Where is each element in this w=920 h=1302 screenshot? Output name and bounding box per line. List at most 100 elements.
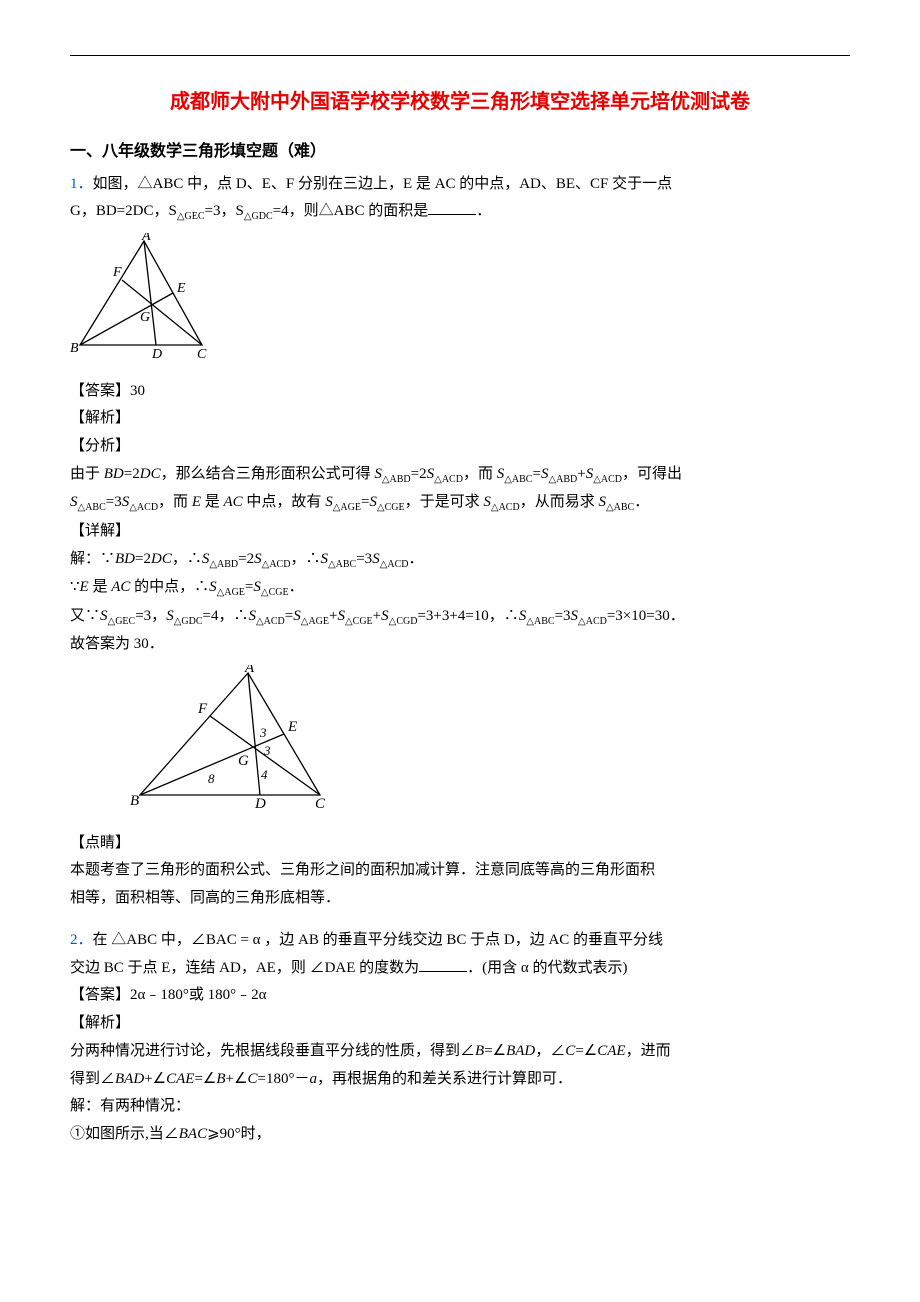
dianjing-label: 【点睛】: [70, 830, 850, 858]
t: =2: [124, 466, 140, 482]
t: S: [100, 608, 108, 624]
t: S: [374, 466, 382, 482]
t: 是: [201, 494, 224, 510]
top-rule: [70, 55, 850, 56]
t: S: [166, 608, 174, 624]
t: BAC: [179, 1126, 207, 1142]
q2-number: 2．: [70, 932, 93, 948]
t: S: [325, 494, 333, 510]
q1-stem-line2: G，BD=2DC，S△GEC=3，S△GDC=4，则△ABC 的面积是．: [70, 198, 850, 227]
sub: △ACD: [129, 502, 158, 513]
t: +∠: [144, 1071, 166, 1087]
t: ，可得出: [622, 466, 682, 482]
t: a: [309, 1071, 317, 1087]
q2-jx-line3: 解：有两种情况：: [70, 1093, 850, 1121]
t: =2: [411, 466, 427, 482]
t: S: [369, 494, 377, 510]
figure-1: A B C D E F G: [70, 233, 850, 374]
t: ．: [289, 579, 304, 595]
t: 是: [89, 579, 112, 595]
q1-text2c: =4，则△ABC 的面积是: [273, 203, 429, 219]
t: =4，∴: [203, 608, 249, 624]
xiangjie-label: 【详解】: [70, 518, 850, 546]
t: B: [475, 1043, 484, 1059]
t: CAE: [597, 1043, 625, 1059]
sub: △ACD: [593, 474, 622, 485]
t: S: [248, 608, 256, 624]
t: S: [254, 551, 262, 567]
sub: △ACD: [262, 559, 291, 570]
area-3a: 3: [259, 725, 267, 740]
sub: △CGD: [389, 616, 418, 627]
t: ，那么结合三角形面积公式可得: [161, 466, 375, 482]
q1-text: 如图，△ABC 中，点 D、E、F 分别在三边上，E 是 AC 的中点，AD、B…: [93, 176, 673, 192]
t: S: [381, 608, 389, 624]
t: BD: [104, 466, 124, 482]
blank: [428, 201, 476, 216]
t: S: [571, 608, 579, 624]
t: BD: [115, 551, 135, 567]
t: +: [373, 608, 381, 624]
sub: △ABD: [382, 474, 411, 485]
xj-line2: ∵E 是 AC 的中点，∴S△AGE=S△CGE．: [70, 574, 850, 603]
sub: △ABC: [526, 616, 554, 627]
t: S: [293, 608, 301, 624]
sub: △ACD: [434, 474, 463, 485]
label-F: F: [197, 701, 208, 717]
sub: △CGE: [261, 587, 289, 598]
q2-jx-line1: 分两种情况进行讨论，先根据线段垂直平分线的性质，得到∠B=∠BAD，∠C=∠CA…: [70, 1038, 850, 1066]
area-8: 8: [208, 771, 215, 786]
q2-stem-line2: 交边 BC 于点 E，连结 AD，AE，则 ∠DAE 的度数为．(用含 α 的代…: [70, 955, 850, 983]
fenxi-line2: S△ABC=3S△ACD，而 E 是 AC 中点，故有 S△AGE=S△CGE，…: [70, 489, 850, 518]
q1-stem-line1: 1．如图，△ABC 中，点 D、E、F 分别在三边上，E 是 AC 的中点，AD…: [70, 171, 850, 199]
t: 的中点，∴: [130, 579, 209, 595]
t: 分两种情况进行讨论，先根据线段垂直平分线的性质，得到∠: [70, 1043, 475, 1059]
t: =3+3+4=10，∴: [417, 608, 518, 624]
t: 又∵: [70, 608, 100, 624]
t: ∵: [70, 579, 80, 595]
t: =∠: [484, 1043, 506, 1059]
t: S: [483, 494, 491, 510]
ans-value: 2α﹣180°或 180°﹣2α: [130, 987, 266, 1003]
answer-line: 【答案】30: [70, 378, 850, 406]
area-3b: 3: [263, 743, 271, 758]
t: BAD: [115, 1071, 144, 1087]
dj-line1: 本题考查了三角形的面积公式、三角形之间的面积加减计算．注意同底等高的三角形面积: [70, 857, 850, 885]
t: ，∠: [535, 1043, 565, 1059]
ans-label: 【答案】: [70, 987, 130, 1003]
t: +∠: [226, 1071, 248, 1087]
sub: △ABC: [78, 502, 106, 513]
t: AC: [111, 579, 130, 595]
sub: △AGE: [301, 616, 329, 627]
xj-line1: 解：∵BD=2DC，∴S△ABD=2S△ACD，∴S△ABC=3S△ACD．: [70, 546, 850, 575]
t: =2: [135, 551, 151, 567]
t: ．: [409, 551, 424, 567]
area-4: 4: [261, 767, 268, 782]
q2-text: 在 △ABC 中，∠BAC = α ，边 AB 的垂直平分线交边 BC 于点 D…: [93, 932, 664, 948]
t: =2: [238, 551, 254, 567]
label-A: A: [244, 665, 255, 676]
t: ⩾90°时，: [207, 1126, 271, 1142]
sub: △ACD: [578, 616, 607, 627]
q2-jx-line4: ①如图所示,当∠BAC⩾90°时，: [70, 1121, 850, 1149]
t: S: [320, 551, 328, 567]
t: ①如图所示,当∠: [70, 1126, 179, 1142]
label-E: E: [287, 719, 297, 735]
dj-line2: 相等，面积相等、同高的三角形底相等．: [70, 885, 850, 913]
t: 中点，故有: [243, 494, 326, 510]
t: DC: [140, 466, 161, 482]
q1-text2b: =3，S: [205, 203, 244, 219]
fenxi-line1: 由于 BD=2DC，那么结合三角形面积公式可得 S△ABD=2S△ACD，而 S…: [70, 461, 850, 490]
sub: △ABD: [209, 559, 238, 570]
q1-text2a: G，BD=2DC，S: [70, 203, 177, 219]
t: =3: [106, 494, 122, 510]
t: S: [372, 551, 380, 567]
t: =3: [356, 551, 372, 567]
label-A: A: [141, 233, 151, 244]
sub: △ABD: [548, 474, 577, 485]
sub: △ABC: [606, 502, 634, 513]
t: AC: [224, 494, 243, 510]
label-D: D: [254, 796, 266, 812]
q1-number: 1．: [70, 176, 93, 192]
section-heading: 一、八年级数学三角形填空题（难）: [70, 137, 850, 167]
